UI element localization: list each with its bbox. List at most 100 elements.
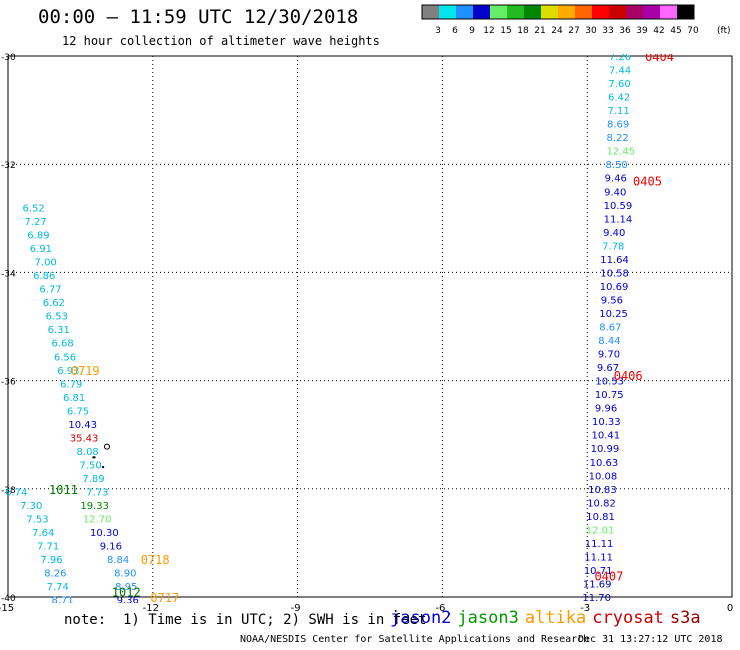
wave-height-label: 6.79 — [60, 379, 82, 390]
scale-swatch — [592, 5, 609, 19]
page-subtitle: 12 hour collection of altimeter wave hei… — [62, 34, 380, 48]
scale-swatch — [439, 5, 456, 19]
wave-height-label: 7.64 — [32, 528, 54, 539]
wave-height-label: 9.56 — [601, 295, 623, 306]
wave-height-label: 9.40 — [603, 228, 625, 239]
wave-height-label: 6.74 — [5, 488, 27, 499]
y-tick-label: -40 — [1, 594, 16, 604]
wave-height-label: 8.50 — [606, 160, 628, 171]
note-text: note: 1) Time is in UTC; 2) SWH is in fe… — [64, 612, 427, 628]
wave-height-label: 7.74 — [47, 582, 69, 593]
x-tick-label: -9 — [291, 603, 301, 614]
scale-label: 6 — [452, 26, 458, 36]
wave-height-label: 10.25 — [599, 309, 628, 320]
wave-height-label: 9.96 — [595, 404, 617, 415]
wave-height-label: 10.33 — [592, 417, 621, 428]
island-outline — [103, 443, 110, 450]
scale-label: 45 — [670, 26, 681, 36]
wave-height-label: 7.26 — [609, 52, 631, 63]
wave-height-label: 10.08 — [589, 471, 618, 482]
scale-label: 36 — [619, 26, 631, 36]
wave-height-label: 7.89 — [82, 474, 104, 485]
wave-height-label: 11.64 — [600, 255, 629, 266]
x-tick-label: -6 — [435, 603, 445, 614]
wave-height-label: 12.70 — [83, 515, 112, 526]
x-tick-label: -15 — [0, 603, 14, 614]
scale-label: 39 — [636, 26, 648, 36]
y-tick-label: -34 — [1, 269, 16, 279]
wave-height-label: 6.56 — [54, 352, 76, 363]
page-title: 00:00 – 11:59 UTC 12/30/2018 — [38, 6, 359, 28]
wave-height-label: 6.68 — [51, 339, 73, 350]
wave-height-label: 10.99 — [591, 444, 620, 455]
wave-height-label: 6.62 — [43, 298, 65, 309]
wave-height-label: 7.30 — [20, 501, 42, 512]
wave-height-label: 8.84 — [107, 555, 129, 566]
wave-height-label: 10.59 — [604, 201, 633, 212]
pass-time-label: 0717 — [150, 591, 179, 605]
wave-height-label: 9.16 — [100, 542, 122, 553]
pass-time-label: 0718 — [141, 553, 170, 567]
wave-height-label: 9.67 — [597, 363, 619, 374]
wave-height-label: 7.60 — [608, 79, 630, 90]
pass-time-label: 1011 — [49, 483, 78, 497]
wave-height-label: 6.52 — [22, 203, 44, 214]
wave-height-label: 6.75 — [67, 406, 89, 417]
wave-height-label: 7.96 — [40, 555, 62, 566]
wave-height-label: 7.50 — [79, 460, 101, 471]
wave-height-label: 10.69 — [600, 282, 629, 293]
footer-timestamp: Dec 31 13:27:12 UTC 2018 — [578, 634, 723, 645]
wave-height-label: 8.26 — [44, 569, 66, 580]
wave-height-label: 7.53 — [26, 515, 48, 526]
satellite-legend-item: altika — [524, 608, 587, 628]
wave-height-label: 8.67 — [599, 323, 621, 334]
wave-height-label: 10.71 — [584, 566, 613, 577]
color-scale-legend: 3 6 9 12 15 18 21 24 27 30 33 36 39 42 45 70 (ft) — [421, 4, 731, 36]
scale-swatch — [677, 5, 694, 19]
wave-height-label: 19.33 — [80, 501, 109, 512]
wave-height-label: 8.71 — [51, 596, 73, 607]
wave-height-label: 10.63 — [590, 458, 619, 469]
wave-height-label: 10.41 — [592, 431, 621, 442]
wave-height-label: 7.44 — [609, 66, 631, 77]
wave-height-label: 10.83 — [588, 485, 617, 496]
scale-label: 15 — [500, 26, 511, 36]
island-dot — [102, 466, 105, 469]
wave-height-label: 8.44 — [598, 336, 620, 347]
satellite-legend-item: jason2 — [390, 608, 452, 628]
pass-time-label: 0405 — [633, 174, 662, 188]
wave-height-label: 10.53 — [595, 377, 624, 388]
wave-height-label: 8.22 — [607, 133, 629, 144]
pass-time-label: 0407 — [594, 569, 623, 583]
wave-height-label: 10.81 — [586, 512, 615, 523]
wave-height-label: 8.69 — [607, 120, 629, 131]
wave-height-label: 6.31 — [48, 325, 70, 336]
y-tick-label: -32 — [1, 161, 16, 171]
scale-label: 18 — [517, 26, 529, 36]
wave-height-label: 12.45 — [607, 147, 636, 158]
x-tick-label: 0 — [727, 603, 733, 614]
satellite-legend: jason2 jason3 altika cryosat s3a — [390, 608, 707, 628]
scale-swatch — [660, 5, 677, 19]
satellite-legend-item: cryosat — [592, 608, 664, 628]
y-tick-label: -36 — [1, 378, 16, 388]
wave-height-label: 11.70 — [582, 593, 611, 604]
wave-height-label: 9.40 — [604, 187, 626, 198]
wave-height-label: 7.00 — [35, 258, 57, 269]
wave-height-label: 11.11 — [584, 552, 613, 563]
scale-label: 42 — [653, 26, 664, 36]
wave-height-label: 10.43 — [68, 420, 97, 431]
scale-swatch — [473, 5, 490, 19]
wave-height-label: 35.43 — [70, 433, 99, 444]
wave-height-label: 6.89 — [27, 231, 49, 242]
wave-height-label: 11.69 — [583, 579, 612, 590]
wave-height-label: 6.42 — [608, 93, 630, 104]
wave-height-label: 7.71 — [37, 542, 59, 553]
pass-time-label: 0406 — [614, 369, 643, 383]
wave-height-label: 11.11 — [585, 539, 614, 550]
pass-time-label: 0404 — [645, 50, 674, 64]
x-tick-label: -12 — [143, 603, 159, 614]
scale-label: 30 — [585, 26, 597, 36]
wave-height-label: 10.75 — [595, 390, 624, 401]
